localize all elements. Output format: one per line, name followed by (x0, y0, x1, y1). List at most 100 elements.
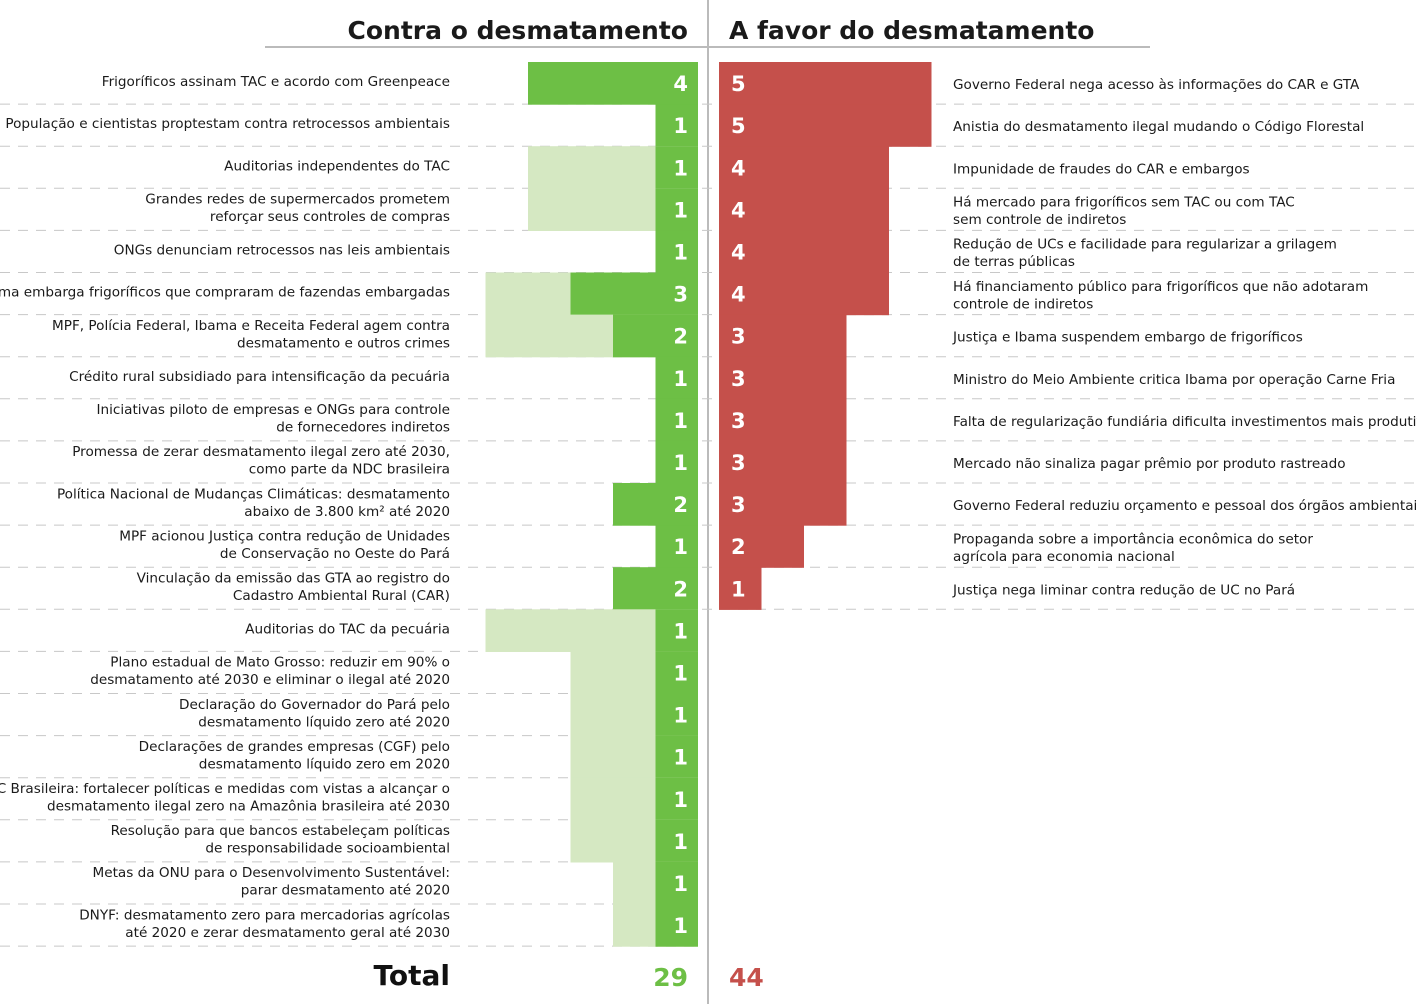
against-value-label: 2 (673, 493, 688, 517)
favor-value-label: 3 (731, 325, 746, 349)
favor-category-label: Há financiamento público para frigorífic… (953, 279, 1368, 313)
against-value-label: 1 (673, 156, 688, 180)
against-bar (655, 651, 698, 695)
favor-value-label: 1 (731, 577, 746, 601)
favor-bar (719, 230, 889, 274)
against-category-label: Auditorias do TAC da pecuária (245, 621, 450, 637)
against-bar (655, 104, 698, 147)
against-value-label: 1 (673, 914, 688, 938)
against-bar (570, 272, 698, 316)
against-value-label: 1 (673, 619, 688, 643)
favor-category-label: Justiça e Ibama suspendem embargo de fri… (952, 330, 1303, 346)
against-category-label: Auditorias independentes do TAC (224, 158, 450, 174)
favor-bar (719, 567, 762, 610)
favor-category-label: Redução de UCs e facilidade para regular… (953, 237, 1337, 271)
against-category-label: Política Nacional de Mudanças Climáticas… (57, 486, 450, 520)
against-bar (655, 525, 698, 568)
favor-value-label: 3 (731, 367, 746, 391)
against-category-label: Iniciativas piloto de empresas e ONGs pa… (96, 402, 450, 436)
against-bar (613, 314, 698, 358)
against-bar (655, 398, 698, 442)
against-bar (655, 861, 698, 905)
against-category-label: DNYF: desmatamento zero para mercadorias… (79, 907, 450, 941)
header-favor: A favor do desmatamento (729, 16, 1094, 45)
against-value-label: 1 (673, 409, 688, 433)
against-category-label: Declarações de grandes empresas (CGF) pe… (139, 739, 450, 773)
favor-bar (719, 314, 847, 358)
favor-bar (719, 104, 932, 147)
against-bar (655, 440, 698, 484)
favor-category-label: Mercado não sinaliza pagar prêmio por pr… (953, 456, 1346, 472)
against-category-label: Frigoríficos assinam TAC e acordo com Gr… (102, 74, 450, 90)
against-value-label: 1 (673, 114, 688, 138)
against-value-label: 1 (673, 788, 688, 812)
against-bar (655, 735, 698, 779)
header-against: Contra o desmatamento (348, 16, 688, 45)
against-category-label: Crédito rural subsidiado para intensific… (69, 369, 450, 385)
favor-category-label: Justiça nega liminar contra redução de U… (952, 582, 1295, 598)
favor-category-label: Governo Federal nega acesso às informaçõ… (953, 77, 1360, 93)
against-category-label: Resolução para que bancos estabeleçam po… (111, 823, 450, 857)
favor-value-label: 5 (731, 114, 746, 138)
favor-bar (719, 62, 932, 105)
favor-value-label: 3 (731, 409, 746, 433)
against-category-label: MPF, Polícia Federal, Ibama e Receita Fe… (52, 318, 450, 352)
against-bar (655, 146, 698, 189)
favor-category-label: Ministro do Meio Ambiente critica Ibama … (953, 372, 1395, 388)
against-value-label: 1 (673, 451, 688, 475)
against-bar (655, 609, 698, 652)
against-value-label: 1 (673, 198, 688, 222)
against-value-label: 1 (673, 661, 688, 685)
favor-category-label: Governo Federal reduziu orçamento e pess… (953, 498, 1417, 514)
against-bar (655, 819, 698, 863)
against-category-label: Vinculação da emissão das GTA ao registr… (137, 571, 450, 605)
against-value-label: 1 (673, 367, 688, 391)
favor-bar (719, 483, 847, 526)
against-bar (655, 230, 698, 274)
against-category-label: Grandes redes de supermercados prometem r… (145, 192, 450, 226)
against-bar (655, 904, 698, 947)
favor-category-label: Propaganda sobre a importância econômica… (953, 531, 1313, 565)
chart-marks: 4 Frigoríficos assinam TAC e acordo com G… (0, 62, 1417, 947)
favor-value-label: 4 (731, 283, 746, 307)
against-bar (655, 188, 698, 231)
against-category-label: NDC Brasileira: fortalecer políticas e m… (0, 781, 450, 815)
favor-value-label: 3 (731, 493, 746, 517)
favor-value-label: 3 (731, 451, 746, 475)
against-category-label: Ibama embarga frigoríficos que compraram… (0, 285, 450, 301)
against-value-label: 1 (673, 872, 688, 896)
against-value-label: 1 (673, 746, 688, 770)
against-value-label: 2 (673, 325, 688, 349)
against-category-label: Promessa de zerar desmatamento ilegal ze… (72, 444, 450, 478)
against-category-label: Metas da ONU para o Desenvolvimento Sust… (92, 865, 450, 899)
favor-bar (719, 272, 889, 316)
against-value-label: 3 (673, 283, 688, 307)
against-value-label: 2 (673, 577, 688, 601)
against-bar (613, 567, 698, 610)
favor-category-label: Há mercado para frigoríficos sem TAC ou … (953, 195, 1295, 229)
against-category-label: População e cientistas proptestam contra… (5, 116, 450, 132)
against-category-label: Plano estadual de Mato Grosso: reduzir e… (90, 655, 450, 689)
favor-category-label: Falta de regularização fundiária dificul… (953, 414, 1417, 430)
favor-bar (719, 146, 889, 189)
against-value-label: 1 (673, 704, 688, 728)
against-bar (655, 777, 698, 821)
favor-value-label: 2 (731, 535, 746, 559)
total-against-value: 29 (653, 963, 688, 992)
against-bar (655, 356, 698, 400)
favor-value-label: 5 (731, 72, 746, 96)
favor-value-label: 4 (731, 198, 746, 222)
against-value-label: 1 (673, 240, 688, 264)
against-value-label: 4 (673, 72, 688, 96)
against-category-label: MPF acionou Justiça contra redução de Un… (119, 528, 450, 562)
favor-value-label: 4 (731, 240, 746, 264)
against-bar (528, 62, 698, 105)
favor-bar (719, 356, 847, 400)
favor-bar (719, 398, 847, 442)
favor-bar (719, 440, 847, 484)
against-bar (655, 693, 698, 737)
total-favor-value: 44 (729, 963, 764, 992)
favor-bar (719, 525, 804, 568)
favor-category-label: Impunidade de fraudes do CAR e embargos (953, 161, 1250, 177)
